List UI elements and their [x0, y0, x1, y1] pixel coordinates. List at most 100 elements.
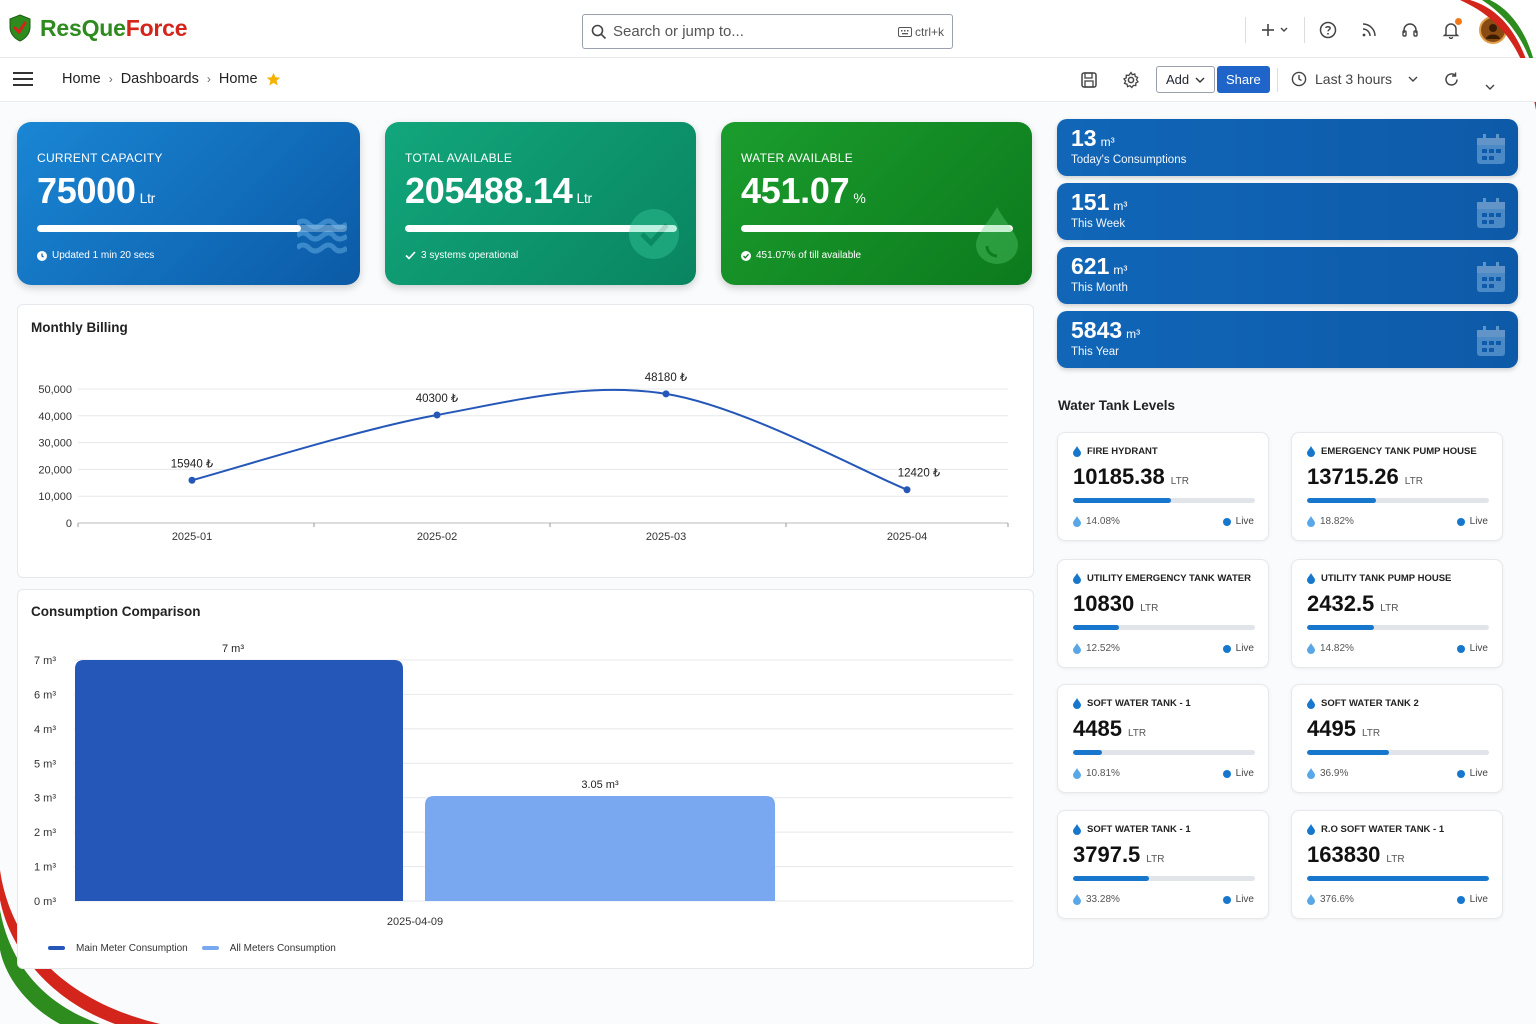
search-icon — [591, 24, 607, 39]
x-tick-label: 2025-04 — [887, 531, 927, 543]
tank-percent: 33.28% — [1073, 894, 1120, 905]
x-tick-label: 2025-01 — [172, 531, 212, 543]
x-tick-label: 2025-03 — [646, 531, 686, 543]
tank-level-fill — [1073, 498, 1172, 503]
new-menu-button[interactable] — [1258, 17, 1292, 43]
y-tick-label: 20,000 — [38, 464, 72, 476]
x-tick-label: 2025-04-09 — [387, 916, 443, 928]
legend-item-all-meters[interactable]: All Meters Consumption — [201, 943, 336, 954]
tank-level-fill — [1073, 625, 1119, 630]
water-drop-icon — [976, 207, 1018, 264]
headset-icon — [1402, 23, 1418, 37]
kpi-label: CURRENT CAPACITY — [37, 151, 163, 165]
water-drop-icon — [1307, 573, 1315, 584]
save-dashboard-button[interactable] — [1080, 71, 1098, 94]
live-dot — [1222, 517, 1231, 526]
tank-card[interactable]: SOFT WATER TANK 2 4495 LTR 36.9% Live — [1291, 684, 1503, 793]
refresh-button[interactable] — [1443, 71, 1460, 93]
bar — [75, 660, 403, 901]
chevron-right-icon: › — [108, 72, 113, 86]
search-input[interactable] — [613, 23, 892, 40]
calendar-icon — [1477, 262, 1505, 292]
tank-level-fill — [1307, 625, 1375, 630]
chart-legend: Main Meter Consumption All Meters Consum… — [48, 943, 336, 954]
live-status: Live — [1222, 643, 1254, 654]
legend-item-main-meter[interactable]: Main Meter Consumption — [48, 943, 188, 954]
help-button[interactable] — [1315, 17, 1341, 43]
tank-name: EMERGENCY TANK PUMP HOUSE — [1307, 446, 1477, 457]
y-tick-label: 5 m³ — [34, 758, 56, 770]
tank-card[interactable]: SOFT WATER TANK - 1 3797.5 LTR 33.28% Liv… — [1057, 810, 1269, 919]
consumption-comparison-panel: Consumption Comparison 0 m³ 1 m³ 2 m³ 3 m³ 5… — [17, 589, 1034, 969]
live-status: Live — [1456, 643, 1488, 654]
bar — [425, 795, 775, 901]
rss-icon — [1362, 23, 1376, 37]
breadcrumb: Home › Dashboards › Home — [62, 71, 281, 87]
tank-card[interactable]: EMERGENCY TANK PUMP HOUSE 13715.26 LTR 18… — [1291, 432, 1503, 541]
tank-card[interactable]: FIRE HYDRANT 10185.38 LTR 14.08% Live — [1057, 432, 1269, 541]
rss-button[interactable] — [1356, 17, 1382, 43]
tank-level-bar — [1307, 876, 1489, 881]
search-box[interactable]: ctrl+k — [582, 14, 953, 49]
star-icon[interactable] — [266, 72, 281, 87]
data-label: 40300 ₺ — [416, 393, 459, 405]
calendar-icon — [1477, 198, 1505, 228]
logo[interactable]: ResQueForce — [8, 14, 188, 42]
data-point — [903, 486, 911, 494]
kpi-label: WATER AVAILABLE — [741, 151, 854, 165]
live-dot — [1456, 895, 1465, 904]
water-drop-icon — [1073, 446, 1081, 457]
share-button[interactable]: Share — [1217, 66, 1270, 93]
tank-value: 10185.38 LTR — [1073, 464, 1189, 489]
kpi-progress-fill — [37, 225, 301, 232]
check-circle-icon — [629, 209, 679, 259]
water-drop-icon — [1073, 643, 1081, 654]
monthly-billing-panel: Monthly Billing 0 10,000 20,000 30,000 40,00… — [17, 304, 1034, 578]
tank-level-bar — [1073, 498, 1255, 503]
support-button[interactable] — [1397, 17, 1423, 43]
menu-toggle-button[interactable] — [13, 71, 33, 92]
data-label: 7 m³ — [222, 643, 244, 655]
breadcrumb-dashboards[interactable]: Dashboards — [120, 71, 199, 87]
notifications-button[interactable] — [1438, 17, 1464, 43]
live-status: Live — [1222, 894, 1254, 905]
tank-card[interactable]: UTILITY EMERGENCY TANK WATER 10830 LTR 12… — [1057, 559, 1269, 668]
tank-value: 4495 LTR — [1307, 716, 1381, 741]
check-circle-icon — [741, 250, 751, 261]
dashboard-toolbar: Home › Dashboards › Home Add Share Last … — [0, 58, 1536, 102]
refresh-interval-dropdown[interactable] — [1485, 77, 1495, 95]
add-button[interactable]: Add — [1156, 66, 1216, 93]
monthly-billing-chart: 0 10,000 20,000 30,000 40,000 50,000 2025-01 20… — [38, 372, 1009, 543]
settings-button[interactable] — [1122, 71, 1140, 94]
tank-value: 10830 LTR — [1073, 591, 1159, 616]
water-drop-icon — [1307, 768, 1315, 779]
stat-label: This Week — [1071, 218, 1126, 230]
live-dot — [1456, 644, 1465, 653]
live-dot — [1222, 644, 1231, 653]
kpi-progress-fill — [741, 225, 1013, 232]
tank-card[interactable]: SOFT WATER TANK - 1 4485 LTR 10.81% Live — [1057, 684, 1269, 793]
breadcrumb-home[interactable]: Home — [62, 71, 101, 87]
tank-level-fill — [1307, 876, 1489, 881]
tank-level-fill — [1307, 498, 1377, 503]
consumption-stat-card: 13 m³ Today's Consumptions — [1057, 119, 1518, 176]
tank-card[interactable]: R.O SOFT WATER TANK - 1 163830 LTR 376.6%… — [1291, 810, 1503, 919]
time-range-picker[interactable]: Last 3 hours — [1291, 71, 1418, 87]
toolbar-divider — [1277, 68, 1278, 92]
data-point — [188, 476, 196, 484]
tank-value: 163830 LTR — [1307, 842, 1405, 867]
breadcrumb-current: Home — [218, 71, 258, 87]
consumption-stat-card: 5843 m³ This Year — [1057, 311, 1518, 368]
kpi-card-current-capacity: CURRENT CAPACITY 75000 Ltr Updated 1 min … — [17, 122, 360, 285]
calendar-icon — [1477, 134, 1505, 164]
plus-icon — [1262, 24, 1288, 36]
live-dot — [1456, 517, 1465, 526]
stat-value: 13 m³ — [1071, 125, 1115, 151]
chevron-down-icon — [1408, 76, 1418, 82]
tank-name: SOFT WATER TANK - 1 — [1073, 698, 1191, 709]
chevron-down-icon — [1485, 84, 1495, 90]
tank-card[interactable]: UTILITY TANK PUMP HOUSE 2432.5 LTR 14.82%… — [1291, 559, 1503, 668]
water-drop-icon — [1073, 573, 1081, 584]
section-title-water-tank-levels: Water Tank Levels — [1058, 398, 1176, 413]
bell-icon — [1442, 23, 1460, 39]
